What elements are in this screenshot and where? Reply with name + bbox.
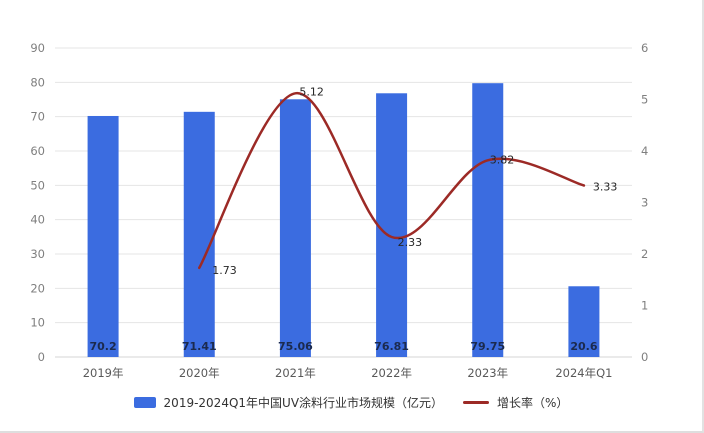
line-value-label: 3.82: [490, 153, 515, 166]
bar-value-label: 71.41: [182, 340, 217, 353]
left-axis-tick: 0: [38, 350, 45, 364]
right-axis-tick: 3: [641, 196, 648, 210]
left-axis-tick: 60: [30, 144, 45, 158]
line-value-label: 1.73: [212, 264, 237, 277]
growth-rate-line: [198, 92, 586, 270]
x-axis-label: 2021年: [275, 366, 316, 380]
bar-value-label: 70.2: [90, 340, 117, 353]
bar-value-label: 75.06: [278, 340, 313, 353]
x-axis-label: 2020年: [179, 366, 220, 380]
x-axis-label: 2023年: [467, 366, 508, 380]
left-axis-tick: 30: [30, 247, 45, 261]
right-axis-tick: 1: [641, 299, 648, 313]
bar: [568, 286, 600, 357]
bar: [183, 111, 215, 357]
bar: [376, 93, 408, 357]
left-axis-tick: 70: [30, 110, 45, 124]
chart-legend: 2019-2024Q1年中国UV涂料行业市场规模（亿元） 增长率（%）: [0, 394, 702, 411]
line-value-label: 2.33: [398, 236, 423, 249]
x-axis-label: 2024年Q1: [555, 366, 612, 380]
bar-value-label: 20.6: [570, 340, 597, 353]
left-axis-tick: 40: [30, 213, 45, 227]
right-axis-tick: 0: [641, 350, 648, 364]
right-axis-tick: 2: [641, 247, 648, 261]
x-axis-label: 2022年: [371, 366, 412, 380]
line-value-label: 3.33: [593, 181, 618, 194]
legend-line-swatch-icon: [463, 401, 490, 404]
left-axis-tick: 80: [30, 75, 45, 89]
line-value-label: 5.12: [299, 85, 324, 98]
bar: [87, 115, 119, 357]
bar-value-label: 76.81: [374, 340, 409, 353]
legend-bar-swatch-icon: [133, 397, 156, 408]
bar: [472, 83, 504, 358]
bar: [279, 99, 311, 357]
bar-value-label: 79.75: [470, 340, 505, 353]
legend-bar-label: 2019-2024Q1年中国UV涂料行业市场规模（亿元）: [163, 396, 444, 410]
x-axis-label: 2019年: [83, 366, 124, 380]
right-axis-tick: 5: [641, 93, 648, 107]
right-axis-tick: 4: [641, 144, 648, 158]
legend-line-label: 增长率（%）: [497, 396, 569, 410]
left-axis-tick: 90: [30, 41, 45, 55]
left-axis-tick: 10: [30, 316, 45, 330]
left-axis-tick: 20: [30, 281, 45, 295]
left-axis-tick: 50: [30, 178, 45, 192]
right-axis-tick: 6: [641, 41, 648, 55]
